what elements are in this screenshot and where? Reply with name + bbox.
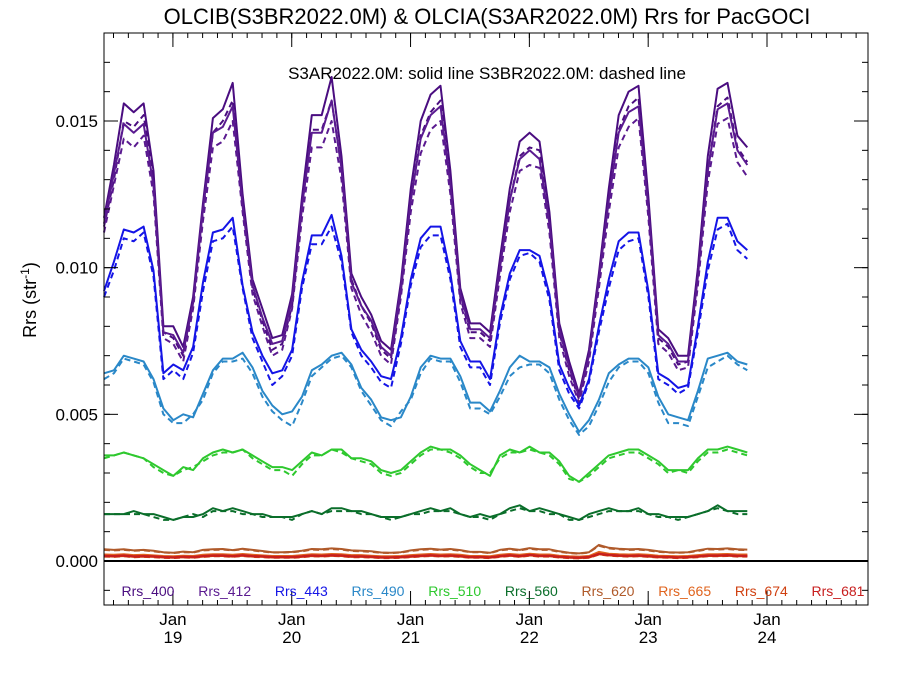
y-tick-label: 0.015 [55,112,98,131]
axes [103,32,869,606]
x-tick-label-month: Jan [634,610,661,629]
x-tick-label-day: 22 [520,628,539,647]
y-axis-label-main: Rrs (str [20,279,40,338]
series-line-rrs_560-solid [104,504,748,521]
legend-entry-rrs_665: Rrs_665 [658,583,711,599]
series-line-rrs_412-solid [103,99,749,398]
series-line-rrs_681-dashed [103,553,748,559]
series-line-rrs_400-solid [103,76,749,395]
y-axis-label-close: ) [20,262,40,268]
x-tick-label-month: Jan [753,610,780,629]
series-line-rrs_510-solid [104,445,748,483]
x-tick-label-month: Jan [397,610,424,629]
legend-entry-rrs_443: Rrs_443 [275,583,328,599]
legend-entry-rrs_510: Rrs_510 [428,583,481,599]
chart-subtitle: S3AR2022.0M: solid line S3BR2022.0M: das… [288,64,686,83]
series-line-rrs_443-dashed [103,222,748,410]
series-line-rrs_510-dashed [103,448,748,483]
x-tick-label-month: Jan [159,610,186,629]
series-line-rrs_560-dashed [104,507,748,521]
y-tick-label: 0.000 [55,552,98,571]
y-tick-labels: 0.000 0.005 0.010 0.015 [55,112,98,571]
x-tick-label-month: Jan [516,610,543,629]
legend-entry-rrs_400: Rrs_400 [122,583,175,599]
y-axis-label-superscript: -1 [18,268,32,279]
x-tick-label-day: 23 [639,628,658,647]
y-tick-label: 0.010 [55,259,98,278]
plot-frame [103,32,869,606]
x-tick-label-day: 21 [401,628,420,647]
legend-entry-rrs_674: Rrs_674 [735,583,788,599]
series-line-rrs_490-solid [103,351,748,433]
legend-entry-rrs_412: Rrs_412 [198,583,251,599]
chart-title: OLCIB(S3BR2022.0M) & OLCIA(S3AR2022.0M) … [164,4,811,29]
x-tick-label-day: 20 [282,628,301,647]
legend-entry-rrs_490: Rrs_490 [352,583,405,599]
series-line-rrs_620-dashed [103,544,748,555]
legend-entry-rrs_560: Rrs_560 [505,583,558,599]
legend-entry-rrs_620: Rrs_620 [582,583,635,599]
series-line-rrs_490-dashed [103,354,748,436]
y-tick-label: 0.005 [55,405,98,424]
series-lines [103,76,749,560]
x-tick-label-day: 19 [163,628,182,647]
y-axis-label: Rrs (str-1) [18,262,40,338]
series-line-rrs_412-dashed [103,117,749,404]
x-tick-label-day: 24 [758,628,777,647]
legend: Rrs_400 Rrs_412 Rrs_443 Rrs_490 Rrs_510 Rrs_5… [122,583,865,599]
x-tick-label-month: Jan [278,610,305,629]
legend-entry-rrs_681: Rrs_681 [812,583,865,599]
